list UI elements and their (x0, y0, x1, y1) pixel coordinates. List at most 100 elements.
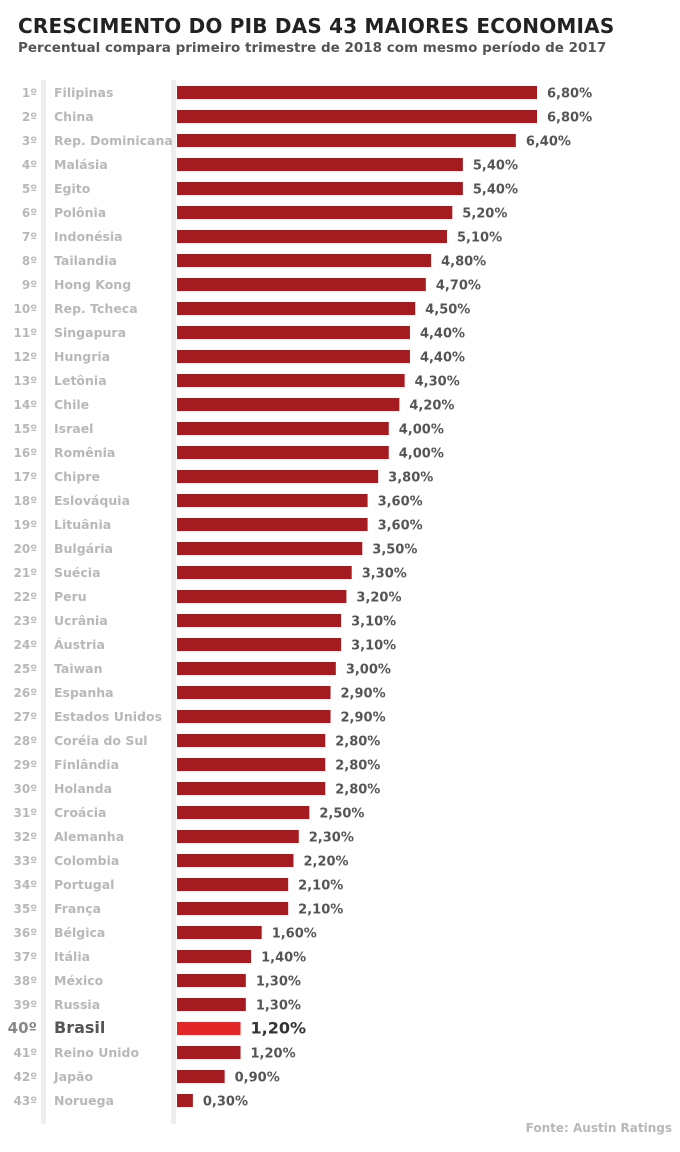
value-label: 2,20% (303, 855, 348, 870)
category-label: Israel (54, 421, 93, 436)
rank-label: 23º (14, 614, 38, 628)
category-label: Hungria (54, 349, 110, 364)
value-label: 3,60% (378, 495, 423, 510)
value-label: 3,80% (388, 471, 433, 486)
category-label: Reino Unido (54, 1045, 140, 1060)
chart-title: CRESCIMENTO DO PIB DAS 43 MAIORES ECONOM… (18, 14, 615, 38)
value-label: 4,40% (420, 327, 465, 342)
value-label: 5,40% (473, 159, 518, 174)
value-label: 5,40% (473, 183, 518, 198)
bar (177, 326, 410, 339)
value-label: 3,50% (372, 543, 417, 558)
category-label: Letônia (54, 373, 107, 388)
value-label: 4,30% (415, 375, 460, 390)
bar (177, 350, 410, 363)
bar (177, 998, 246, 1011)
bar (177, 494, 368, 507)
bar (177, 518, 368, 531)
rank-label: 22º (14, 590, 38, 604)
source-credit: Fonte: Austin Ratings (525, 1121, 672, 1135)
rank-label: 13º (14, 374, 38, 388)
bar (177, 614, 342, 627)
rank-label: 27º (14, 710, 38, 724)
value-label: 1,40% (261, 951, 306, 966)
category-label: Holanda (54, 781, 112, 796)
bar (177, 182, 463, 195)
bar (177, 110, 537, 123)
rank-label: 28º (14, 734, 38, 748)
bar (177, 422, 389, 435)
value-label: 3,60% (378, 519, 423, 534)
value-label: 4,50% (425, 303, 470, 318)
value-label: 4,80% (441, 255, 486, 270)
category-label: Bélgica (54, 925, 105, 940)
rank-label: 16º (14, 446, 38, 460)
bar (177, 566, 352, 579)
bar-highlight (177, 1022, 241, 1035)
rank-label: 41º (14, 1046, 38, 1060)
rank-label: 32º (14, 830, 38, 844)
bar (177, 542, 363, 555)
rank-label: 8º (22, 254, 37, 268)
category-label: México (54, 973, 104, 988)
value-label: 4,40% (420, 351, 465, 366)
category-label: Eslováquia (54, 493, 130, 508)
value-label: 2,90% (341, 711, 386, 726)
rank-column-divider (41, 80, 46, 1124)
category-label: Rep. Tcheca (54, 301, 138, 316)
rank-label: 18º (14, 494, 38, 508)
category-label: Chile (54, 397, 89, 412)
category-label: Romênia (54, 445, 115, 460)
value-label: 4,20% (409, 399, 454, 414)
category-label: Russia (54, 997, 100, 1012)
bar (177, 278, 426, 291)
category-label: Itália (54, 949, 90, 964)
rank-label: 19º (14, 518, 38, 532)
value-label: 6,40% (526, 135, 571, 150)
value-label: 1,30% (256, 999, 301, 1014)
rank-label: 25º (14, 662, 38, 676)
rank-label: 24º (14, 638, 38, 652)
rank-label: 40º (8, 1019, 37, 1037)
rank-label: 29º (14, 758, 38, 772)
bar (177, 902, 289, 915)
category-label: Tailandia (54, 253, 117, 268)
rank-label: 43º (14, 1094, 38, 1108)
category-label: Egito (54, 181, 91, 196)
bar (177, 878, 289, 891)
category-label: Hong Kong (54, 277, 131, 292)
category-label: Finlândia (54, 757, 119, 772)
value-label: 4,00% (399, 447, 444, 462)
value-label: 3,20% (356, 591, 401, 606)
rank-label: 12º (14, 350, 38, 364)
category-label: Chipre (54, 469, 100, 484)
bar-rows: 1º Filipinas 6,80% 2º China 6,80% 3º Rep. Domin… (8, 85, 592, 1110)
bar (177, 710, 331, 723)
category-label: Rep. Dominicana (54, 133, 173, 148)
rank-label: 10º (14, 302, 38, 316)
value-label: 5,20% (462, 207, 507, 222)
bar (177, 302, 416, 315)
value-label: 6,80% (547, 87, 592, 102)
bar (177, 1094, 193, 1107)
rank-label: 15º (14, 422, 38, 436)
bar (177, 662, 336, 675)
rank-label: 36º (14, 926, 38, 940)
value-label: 2,90% (341, 687, 386, 702)
bar (177, 206, 453, 219)
bar (177, 926, 262, 939)
value-label: 2,80% (335, 759, 380, 774)
category-label: Estados Unidos (54, 709, 162, 724)
category-label: Noruega (54, 1093, 114, 1108)
rank-label: 20º (14, 542, 38, 556)
rank-label: 34º (14, 878, 38, 892)
rank-label: 6º (22, 206, 37, 220)
rank-label: 39º (14, 998, 38, 1012)
bar (177, 86, 537, 99)
bar (177, 398, 400, 411)
value-label: 4,00% (399, 423, 444, 438)
category-label: Malásia (54, 157, 108, 172)
category-label: Singapura (54, 325, 126, 340)
value-label: 1,60% (272, 927, 317, 942)
